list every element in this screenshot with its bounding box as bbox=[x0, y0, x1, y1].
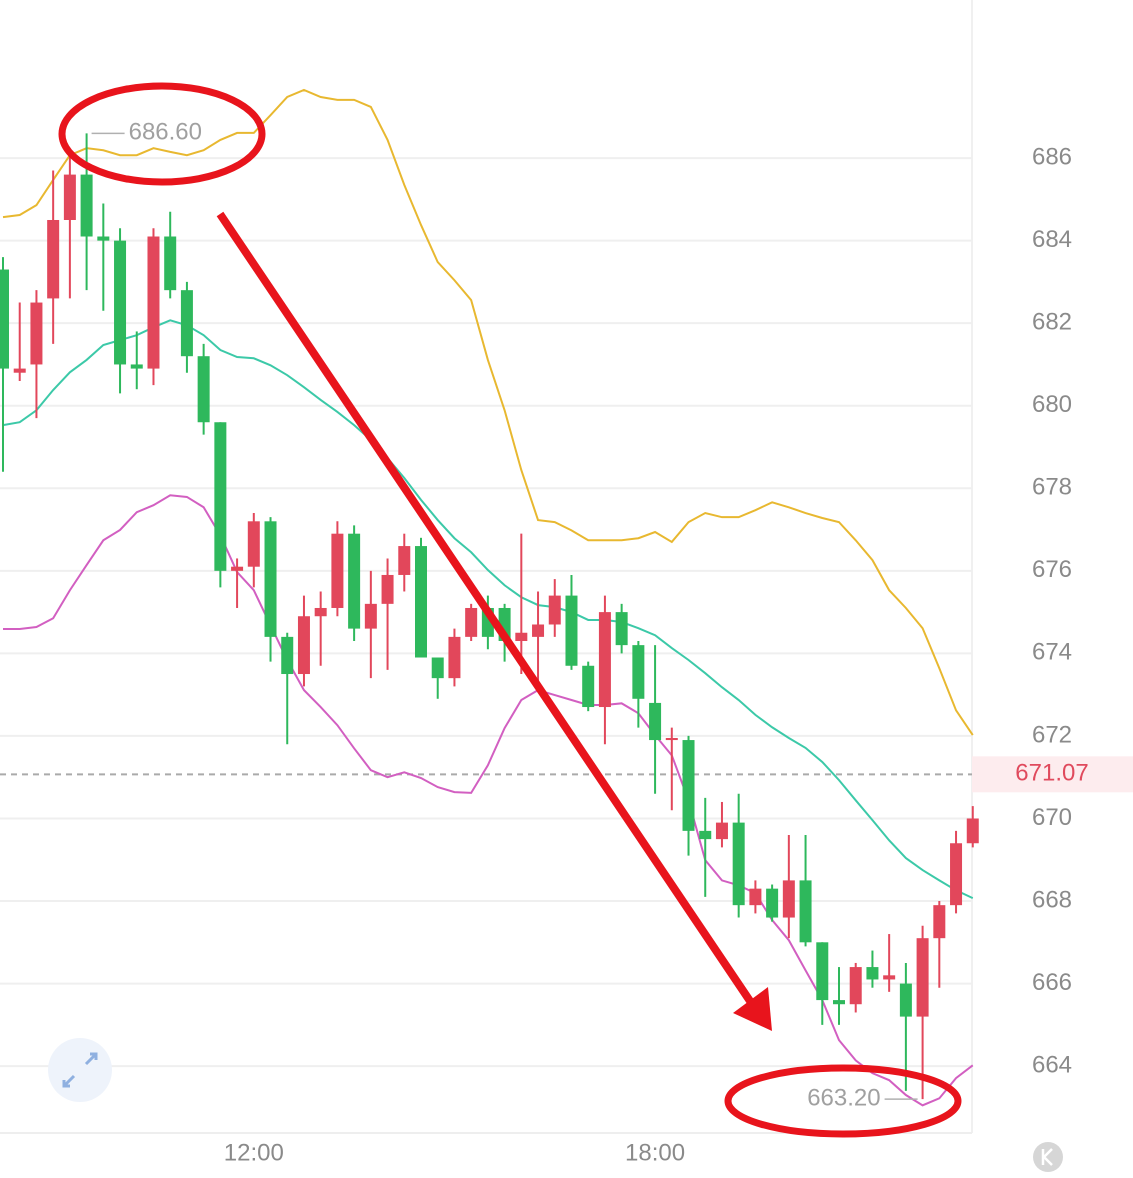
expand-button-bg[interactable] bbox=[48, 1038, 112, 1102]
candle-body bbox=[515, 632, 528, 642]
candle-body bbox=[398, 546, 411, 575]
expand-icon bbox=[62, 1052, 98, 1088]
k-icon bbox=[1041, 1148, 1053, 1166]
candle-body bbox=[532, 624, 545, 637]
candle-body bbox=[866, 967, 879, 980]
candle-body bbox=[381, 574, 394, 604]
candle-body bbox=[0, 269, 9, 369]
candle-body bbox=[465, 607, 478, 637]
candle-body bbox=[615, 612, 628, 646]
candle-body bbox=[950, 843, 963, 906]
candle-body bbox=[331, 533, 344, 608]
candle-body bbox=[916, 938, 929, 1017]
candle-body bbox=[130, 364, 143, 369]
candle-body bbox=[682, 740, 695, 831]
candle-body bbox=[649, 702, 662, 741]
candle-body bbox=[715, 822, 728, 840]
y-tick-label: 670 bbox=[1032, 804, 1072, 831]
candle-body bbox=[582, 665, 595, 708]
highlight-ellipse bbox=[58, 82, 266, 186]
candle-body bbox=[197, 356, 210, 423]
candle-body bbox=[231, 566, 244, 571]
annotation-label: 686.60 bbox=[129, 119, 202, 146]
y-tick-label: 672 bbox=[1032, 721, 1072, 748]
candle-body bbox=[281, 636, 294, 675]
candle-body bbox=[899, 983, 912, 1017]
candle-body bbox=[966, 818, 979, 844]
y-tick-label: 680 bbox=[1032, 391, 1072, 418]
candle-body bbox=[749, 888, 762, 906]
candle-body bbox=[147, 236, 160, 369]
candle-body bbox=[565, 595, 578, 666]
candle-body bbox=[264, 521, 277, 637]
y-tick-label: 668 bbox=[1032, 886, 1072, 913]
candle-body bbox=[47, 219, 60, 299]
candle-body bbox=[364, 603, 377, 629]
candle-body bbox=[297, 616, 310, 675]
y-tick-label: 666 bbox=[1032, 969, 1072, 996]
annotation-label: 663.20 bbox=[807, 1084, 880, 1111]
k-button[interactable] bbox=[1033, 1142, 1063, 1172]
candle-body bbox=[766, 888, 779, 918]
bands bbox=[2, 88, 974, 1107]
candle-body bbox=[883, 975, 896, 980]
candle-body bbox=[933, 905, 946, 939]
y-tick-label: 678 bbox=[1032, 474, 1072, 501]
band-line bbox=[2, 319, 974, 900]
candle-body bbox=[833, 1000, 845, 1005]
x-tick-label: 12:00 bbox=[224, 1139, 284, 1166]
candle-body bbox=[732, 822, 745, 906]
candle-body bbox=[180, 290, 193, 357]
candle-body bbox=[632, 645, 645, 699]
y-tick-label: 686 bbox=[1032, 143, 1072, 170]
candle-body bbox=[80, 174, 93, 237]
y-tick-label: 676 bbox=[1032, 556, 1072, 583]
band-line bbox=[2, 88, 974, 736]
arrow-head bbox=[733, 987, 772, 1031]
highlight-ellipse bbox=[724, 1064, 962, 1138]
candles bbox=[0, 133, 979, 1100]
k-button-bg[interactable] bbox=[1033, 1142, 1063, 1172]
candle-body bbox=[699, 830, 712, 840]
expand-button[interactable] bbox=[48, 1038, 112, 1102]
y-tick-label: 682 bbox=[1032, 309, 1072, 336]
candle-body bbox=[598, 612, 611, 708]
candle-body bbox=[214, 422, 227, 571]
y-tick-label: 664 bbox=[1032, 1051, 1072, 1078]
y-tick-label: 684 bbox=[1032, 226, 1072, 253]
y-tick-label: 674 bbox=[1032, 639, 1072, 666]
last-price-label: 671.07 bbox=[1015, 760, 1088, 787]
candle-body bbox=[13, 368, 26, 373]
candle-body bbox=[63, 174, 76, 220]
candle-body bbox=[314, 607, 327, 617]
candle-body bbox=[448, 636, 461, 679]
candle-body bbox=[30, 302, 43, 365]
band-line bbox=[3, 494, 974, 1107]
x-tick-label: 18:00 bbox=[625, 1139, 685, 1166]
candle-body bbox=[548, 595, 561, 625]
candle-body bbox=[348, 533, 361, 629]
candle-body bbox=[849, 967, 862, 1005]
candle-body bbox=[782, 880, 795, 918]
candle-body bbox=[247, 521, 260, 567]
candle-body bbox=[415, 546, 427, 658]
labels: 664 666 668 670 672 674 676 678 680 682 684 686 12:0… bbox=[91, 119, 1133, 1166]
candle-body bbox=[164, 236, 177, 291]
candle-body bbox=[816, 942, 829, 1001]
last-price-box bbox=[972, 756, 1133, 793]
candle-body bbox=[799, 880, 812, 943]
candle-body bbox=[114, 240, 127, 365]
candle-body bbox=[665, 737, 678, 741]
candle-body bbox=[97, 236, 110, 241]
candle-body bbox=[431, 657, 444, 679]
annotation-drawing bbox=[58, 82, 962, 1138]
trend-arrow bbox=[216, 211, 756, 1007]
